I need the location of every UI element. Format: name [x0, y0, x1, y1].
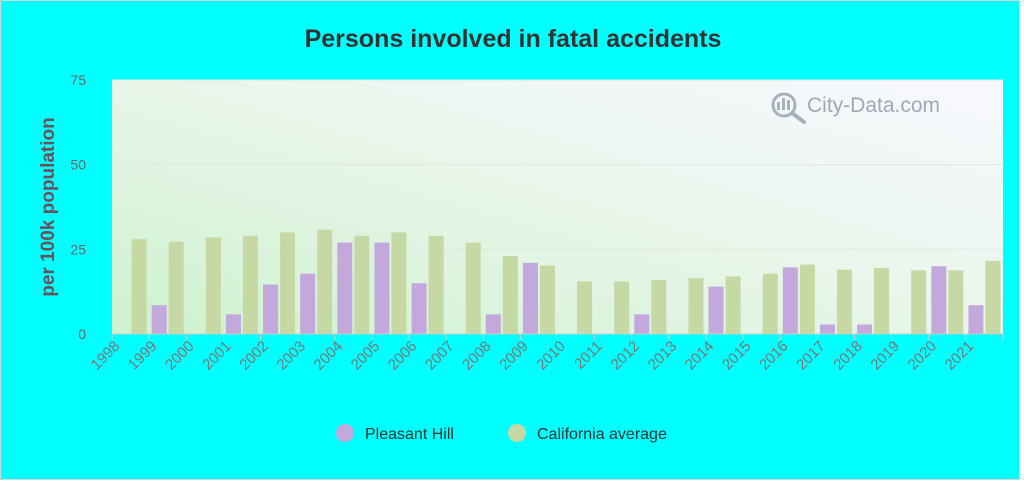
- x-tick-label: 2013: [645, 338, 681, 374]
- y-tick-label: 75: [70, 72, 86, 88]
- y-tick-label: 50: [70, 157, 86, 173]
- x-tick-label: 2005: [348, 338, 384, 374]
- legend-label-pleasant-hill: Pleasant Hill: [365, 426, 454, 443]
- x-tick-label: 1999: [125, 338, 161, 374]
- bar-california-average-2018[interactable]: [874, 267, 890, 334]
- bar-california-average-2010[interactable]: [577, 281, 593, 334]
- x-tick-label: 2002: [236, 338, 272, 374]
- bar-pleasant-hill-1999[interactable]: [151, 305, 167, 334]
- bar-california-average-2020[interactable]: [948, 270, 964, 334]
- y-tick-label: 0: [78, 326, 86, 342]
- x-tick-label: 2010: [533, 338, 569, 374]
- bar-pleasant-hill-2001[interactable]: [225, 314, 241, 334]
- x-tick-label: 2000: [162, 338, 198, 374]
- x-tick-label: 2001: [199, 338, 235, 374]
- bar-california-average-2000[interactable]: [205, 237, 221, 334]
- bar-pleasant-hill-2017[interactable]: [819, 324, 835, 334]
- bar-pleasant-hill-2009[interactable]: [522, 262, 538, 334]
- x-tick-label: 2019: [867, 338, 903, 374]
- bar-california-average-2016[interactable]: [799, 264, 815, 334]
- bar-california-average-2021[interactable]: [985, 260, 1001, 334]
- bar-series: [131, 229, 1001, 334]
- bar-california-average-2006[interactable]: [428, 235, 444, 334]
- bar-pleasant-hill-2004[interactable]: [337, 242, 353, 334]
- x-tick-label: 2020: [905, 338, 941, 374]
- bar-california-average-2007[interactable]: [465, 242, 481, 334]
- bar-pleasant-hill-2012[interactable]: [634, 314, 650, 334]
- bar-pleasant-hill-2014[interactable]: [708, 286, 724, 334]
- bar-pleasant-hill-2021[interactable]: [968, 305, 984, 334]
- bar-california-average-2014[interactable]: [725, 276, 741, 334]
- bar-california-average-1998[interactable]: [131, 239, 147, 334]
- bar-pleasant-hill-2016[interactable]: [782, 267, 798, 334]
- x-tick-label: 2015: [719, 338, 755, 374]
- bar-pleasant-hill-2002[interactable]: [263, 284, 279, 334]
- x-tick-label: 2006: [385, 338, 421, 374]
- legend-label-california-average: California average: [537, 426, 667, 443]
- legend-swatch-california-average: [508, 424, 526, 442]
- x-tick-label: 2004: [311, 338, 347, 374]
- bar-california-average-2001[interactable]: [242, 235, 258, 334]
- x-tick-label: 2008: [459, 338, 495, 374]
- x-tick-label: 2007: [422, 338, 458, 374]
- bar-california-average-2011[interactable]: [614, 281, 630, 334]
- legend-swatch-pleasant-hill: [336, 424, 354, 442]
- bar-pleasant-hill-2008[interactable]: [485, 314, 501, 334]
- bar-california-average-2004[interactable]: [354, 235, 370, 334]
- bar-pleasant-hill-2020[interactable]: [931, 266, 947, 334]
- x-tick-label: 2009: [496, 338, 532, 374]
- x-axis-ticks: 1998 1999 2000 2001 2002 2003 2004 2005 2006 2007…: [88, 334, 1004, 374]
- x-tick-label: 2018: [830, 338, 866, 374]
- y-axis-ticks: 0 25 50 75: [70, 72, 86, 342]
- x-tick-label: 2003: [273, 338, 309, 374]
- chart-canvas: Persons involved in fatal accidents 0 25 5…: [38, 25, 1004, 443]
- bar-pleasant-hill-2018[interactable]: [857, 324, 873, 334]
- legend: Pleasant Hill California average: [336, 424, 667, 443]
- bar-california-average-2009[interactable]: [539, 265, 555, 334]
- bar-california-average-1999[interactable]: [168, 241, 184, 334]
- bar-california-average-2005[interactable]: [391, 232, 407, 334]
- bar-california-average-2019[interactable]: [911, 270, 927, 334]
- x-tick-label: 2012: [608, 338, 644, 374]
- x-tick-label: 2017: [793, 338, 829, 374]
- bar-california-average-2013[interactable]: [688, 278, 704, 334]
- x-tick-label: 2016: [756, 338, 792, 374]
- bar-california-average-2015[interactable]: [762, 273, 778, 334]
- bar-california-average-2012[interactable]: [651, 279, 667, 334]
- legend-item-pleasant-hill[interactable]: Pleasant Hill: [336, 424, 454, 443]
- plot-area: [112, 80, 1003, 334]
- bar-pleasant-hill-2003[interactable]: [300, 273, 316, 334]
- bar-california-average-2003[interactable]: [317, 229, 333, 334]
- legend-item-california-average[interactable]: California average: [508, 424, 667, 443]
- x-tick-label: 2014: [682, 338, 718, 374]
- chart-title: Persons involved in fatal accidents: [305, 25, 722, 53]
- x-tick-label: 1998: [88, 338, 124, 374]
- y-axis-label: per 100k population: [38, 117, 59, 296]
- bar-california-average-2017[interactable]: [836, 269, 852, 334]
- x-tick-label: 2021: [942, 338, 978, 374]
- bar-pleasant-hill-2006[interactable]: [411, 283, 427, 334]
- city-data-magnifier-icon: [771, 92, 806, 124]
- bar-california-average-2008[interactable]: [502, 256, 518, 334]
- bar-pleasant-hill-2005[interactable]: [374, 242, 390, 334]
- y-tick-label: 25: [70, 241, 86, 257]
- watermark-text: City-Data.com: [807, 94, 940, 117]
- x-tick-label: 2011: [571, 338, 606, 373]
- grid-lines: [112, 79, 1003, 250]
- bar-california-average-2002[interactable]: [280, 232, 296, 334]
- watermark: City-Data.com: [771, 92, 940, 124]
